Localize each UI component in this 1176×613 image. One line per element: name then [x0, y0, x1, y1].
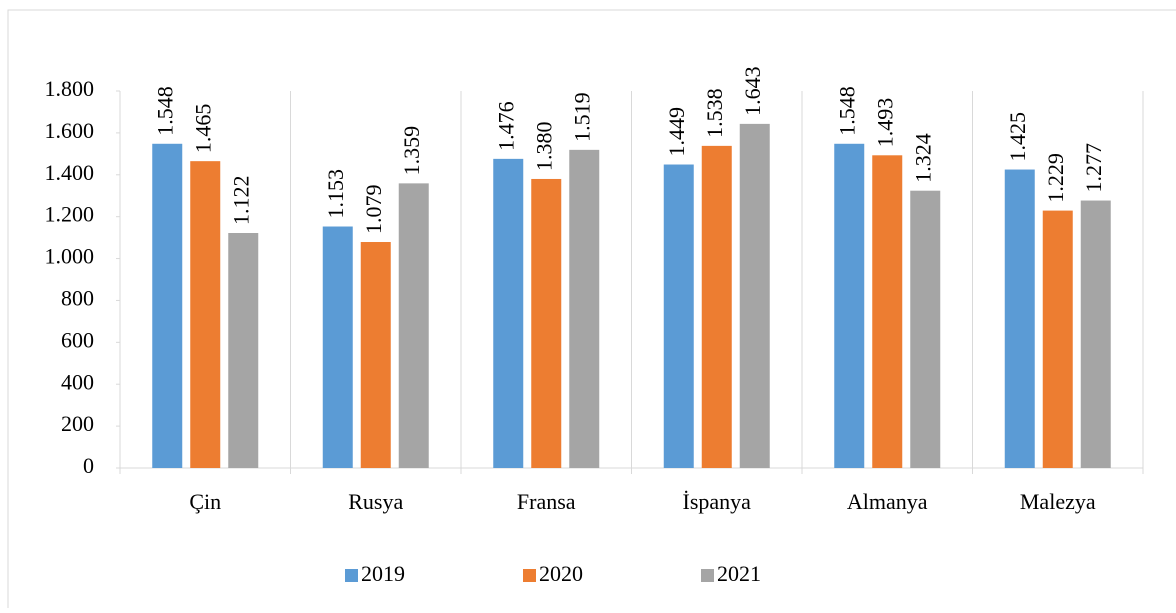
value-label: 1.465: [190, 104, 215, 154]
bar: [739, 123, 770, 468]
legend-label: 2021: [717, 561, 761, 586]
y-tick-label: 400: [61, 369, 94, 394]
bar: [872, 155, 903, 468]
legend-label: 2020: [539, 561, 583, 586]
bar: [322, 226, 353, 468]
x-tick-label: Malezya: [1020, 489, 1096, 514]
chart-frame: [7, 9, 1176, 613]
bar: [531, 178, 562, 468]
bar: [1080, 200, 1111, 469]
value-label: 1.153: [323, 169, 348, 219]
y-tick-label: 1.400: [45, 160, 95, 185]
y-tick-label: 1.000: [45, 244, 95, 269]
y-tick-label: 800: [61, 285, 94, 310]
legend-swatch: [701, 569, 714, 582]
y-tick-label: 200: [61, 411, 94, 436]
bar: [569, 149, 600, 468]
value-label: 1.277: [1081, 143, 1106, 193]
value-label: 1.548: [152, 86, 177, 136]
x-tick-label: İspanya: [683, 489, 752, 514]
bar: [152, 143, 183, 468]
bar: [834, 143, 865, 468]
value-label: 1.380: [531, 121, 556, 171]
bar: [910, 190, 941, 468]
bar: [701, 145, 732, 468]
y-tick-label: 600: [61, 327, 94, 352]
x-tick-label: Çin: [189, 489, 221, 514]
value-label: 1.519: [569, 92, 594, 142]
value-label: 1.425: [1005, 112, 1030, 162]
bar: [398, 183, 429, 469]
value-label: 1.493: [872, 98, 897, 148]
value-label: 1.449: [664, 107, 689, 157]
bar: [663, 164, 694, 468]
y-tick-label: 1.800: [45, 76, 95, 101]
value-label: 1.079: [361, 185, 386, 235]
value-label: 1.122: [228, 176, 253, 226]
y-tick-label: 0: [83, 453, 94, 478]
value-label: 1.324: [910, 133, 935, 183]
legend-swatch: [523, 569, 536, 582]
legend-label: 2019: [361, 561, 405, 586]
bar: [1004, 169, 1035, 468]
bar: [1042, 210, 1073, 468]
value-label: 1.643: [740, 66, 765, 116]
x-tick-label: Rusya: [348, 489, 403, 514]
bar: [228, 233, 259, 468]
x-tick-label: Fransa: [517, 489, 576, 514]
value-label: 1.359: [399, 126, 424, 176]
value-label: 1.229: [1043, 153, 1068, 203]
bar: [493, 158, 524, 469]
y-tick-label: 1.600: [45, 118, 95, 143]
bar: [360, 242, 391, 468]
x-tick-label: Almanya: [847, 489, 928, 514]
legend-swatch: [345, 569, 358, 582]
value-label: 1.538: [702, 88, 727, 138]
value-label: 1.548: [834, 86, 859, 136]
y-tick-label: 1.200: [45, 202, 95, 227]
bar: [190, 161, 221, 469]
value-label: 1.476: [493, 101, 518, 151]
